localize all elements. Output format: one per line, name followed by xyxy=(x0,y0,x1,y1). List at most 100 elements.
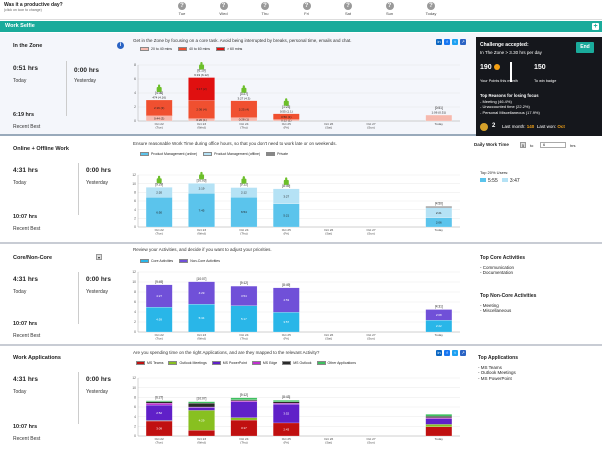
legend-label: MS Teams xyxy=(147,361,164,365)
bar-value-label: 3:09 xyxy=(156,427,162,431)
thumbs-up-icon xyxy=(283,98,289,106)
yesterday-value: 0:00 hrs xyxy=(86,276,111,283)
bar-value-label: 3:54 xyxy=(241,294,247,298)
bar-total-label: [8:49] xyxy=(282,184,290,188)
today-value: 4:31 hrs xyxy=(13,167,38,174)
y-tick-label: 4 xyxy=(134,415,136,419)
bar-total-label: [9:12] xyxy=(240,393,248,397)
legend-item: 40 to 60 mins xyxy=(178,47,210,52)
question-icon[interactable]: ? xyxy=(261,2,269,10)
x-tick-label: Oct 26 xyxy=(324,228,333,232)
challenge-panel: Challenge accepted: In The Zone > 3.30 h… xyxy=(476,37,602,136)
day-rating-wed[interactable]: ? Wed xyxy=(212,2,236,16)
bar-value-label: 3:57 xyxy=(283,320,289,324)
bar-segment xyxy=(188,403,215,408)
x-tick-label: Oct 27 xyxy=(366,228,375,232)
y-tick-label: 2 xyxy=(134,320,136,324)
bar-total-label: [4:50] xyxy=(435,201,443,205)
focus-reasons: Top Reasons for losing focus - Meeting (… xyxy=(480,93,540,115)
bar-value-label: 0:12 (1) xyxy=(281,118,291,122)
y-tick-label: 8 xyxy=(134,191,136,195)
y-tick-label: 4 xyxy=(134,208,136,212)
yesterday-label: Yesterday xyxy=(74,78,97,84)
bar-value-label: 4:29 xyxy=(199,291,205,295)
bar-total-label: [9:12] xyxy=(240,281,248,285)
legend-swatch xyxy=(140,259,149,264)
bar-segment xyxy=(425,417,453,419)
thumb-tip xyxy=(157,84,161,88)
add-button[interactable]: + xyxy=(592,23,599,30)
linkedin-icon[interactable]: in xyxy=(436,350,442,356)
end-challenge-button[interactable]: End xyxy=(576,42,594,53)
share-icon[interactable]: ↗ xyxy=(460,350,466,356)
facebook-icon[interactable]: f xyxy=(444,39,450,45)
question-icon[interactable]: ? xyxy=(344,2,352,10)
bar-value-label: 4:27 xyxy=(156,294,162,298)
question-icon[interactable]: ? xyxy=(178,2,186,10)
daily-work-time-label: Daily Work Time xyxy=(474,142,509,147)
question-icon[interactable]: ? xyxy=(385,2,394,10)
bar-segment xyxy=(230,286,258,306)
bar-value-label: 6:50 xyxy=(156,210,162,214)
legend-swatch xyxy=(480,178,486,182)
twitter-icon[interactable]: t xyxy=(452,39,458,45)
bar-value-label: 2:22 xyxy=(436,324,442,328)
legend-label: Product Management (online) xyxy=(151,152,198,156)
x-tick-label: Oct 22 xyxy=(155,228,164,232)
bar-value-label: 2:12 xyxy=(241,190,247,194)
y-tick-label: 0 xyxy=(134,330,136,334)
productivity-question: Was it a productive day? (click on icon … xyxy=(4,2,63,13)
question-icon[interactable]: ? xyxy=(427,2,435,10)
legend-swatch xyxy=(140,47,149,52)
twitter-icon[interactable]: t xyxy=(452,350,458,356)
day-rating-today[interactable]: ? Today xyxy=(419,2,443,16)
y-tick-label: 10 xyxy=(132,280,136,284)
bar-total-label: [4:31] xyxy=(435,305,443,309)
x-tick-label: (Fri) xyxy=(283,337,289,341)
yesterday-value: 0:00 hrs xyxy=(86,376,111,383)
day-rating-thu[interactable]: ? Thu xyxy=(253,2,277,16)
work-time-to-select[interactable]: 6 xyxy=(540,142,566,148)
x-tick-label: (Wed) xyxy=(197,232,205,236)
day-rating-sun[interactable]: ? Sun xyxy=(378,2,402,16)
y-tick-label: 0 xyxy=(134,119,136,123)
bar-total-label: [6:27] xyxy=(155,396,163,400)
facebook-icon[interactable]: f xyxy=(444,350,450,356)
x-tick-label: (Thu) xyxy=(240,126,247,130)
bar-value-label: 3:52 xyxy=(283,412,289,416)
work-time-from-select[interactable]: 5 xyxy=(520,142,526,148)
x-tick-label: Oct 23 xyxy=(197,333,206,337)
share-icon[interactable]: ↗ xyxy=(460,39,466,45)
legend-item: MS Teams xyxy=(136,361,164,366)
x-tick-label: Oct 26 xyxy=(324,437,333,441)
x-tick-label: (Fri) xyxy=(283,232,289,236)
legend-item: Other Applications xyxy=(316,361,356,366)
thumb-tip xyxy=(200,171,203,175)
bar-value-label: 4:53 xyxy=(283,298,289,302)
question-icon[interactable]: ? xyxy=(219,2,228,10)
question-icon[interactable]: ? xyxy=(302,2,311,10)
x-tick-label: (Wed) xyxy=(197,126,205,130)
y-tick-label: 12 xyxy=(132,376,136,380)
legend-swatch xyxy=(316,361,326,366)
thumb-body xyxy=(283,179,289,185)
bar-value-label: 5:21 xyxy=(283,214,289,218)
bar-top-label: 0:55 (1.1) xyxy=(280,109,293,113)
x-tick-label: (Thu) xyxy=(240,232,247,236)
thumb-body xyxy=(283,100,289,106)
day-label: Sat xyxy=(344,11,351,16)
thumbs-up-icon xyxy=(156,175,162,184)
info-icon[interactable]: i xyxy=(117,42,124,49)
yesterday-value: 0:00 hrs xyxy=(86,167,111,174)
day-rating-tue[interactable]: ? Tue xyxy=(170,2,194,16)
linkedin-icon[interactable]: in xyxy=(436,39,442,45)
day-rating-fri[interactable]: ? Fri xyxy=(295,2,319,16)
bar-segment xyxy=(230,187,258,198)
challenge-subtitle: In The Zone > 3.30 hrs per day xyxy=(480,50,542,55)
day-rating-sat[interactable]: ? Sat xyxy=(336,2,360,16)
work-selfie-header: Work Selfie + xyxy=(0,21,602,32)
legend-item: Non-Core Activities xyxy=(179,259,220,264)
chart-legend: Core Activities Non-Core Activities xyxy=(140,259,220,264)
legend-swatch xyxy=(140,152,149,157)
chevron-down-icon[interactable]: ▾ xyxy=(96,254,102,260)
